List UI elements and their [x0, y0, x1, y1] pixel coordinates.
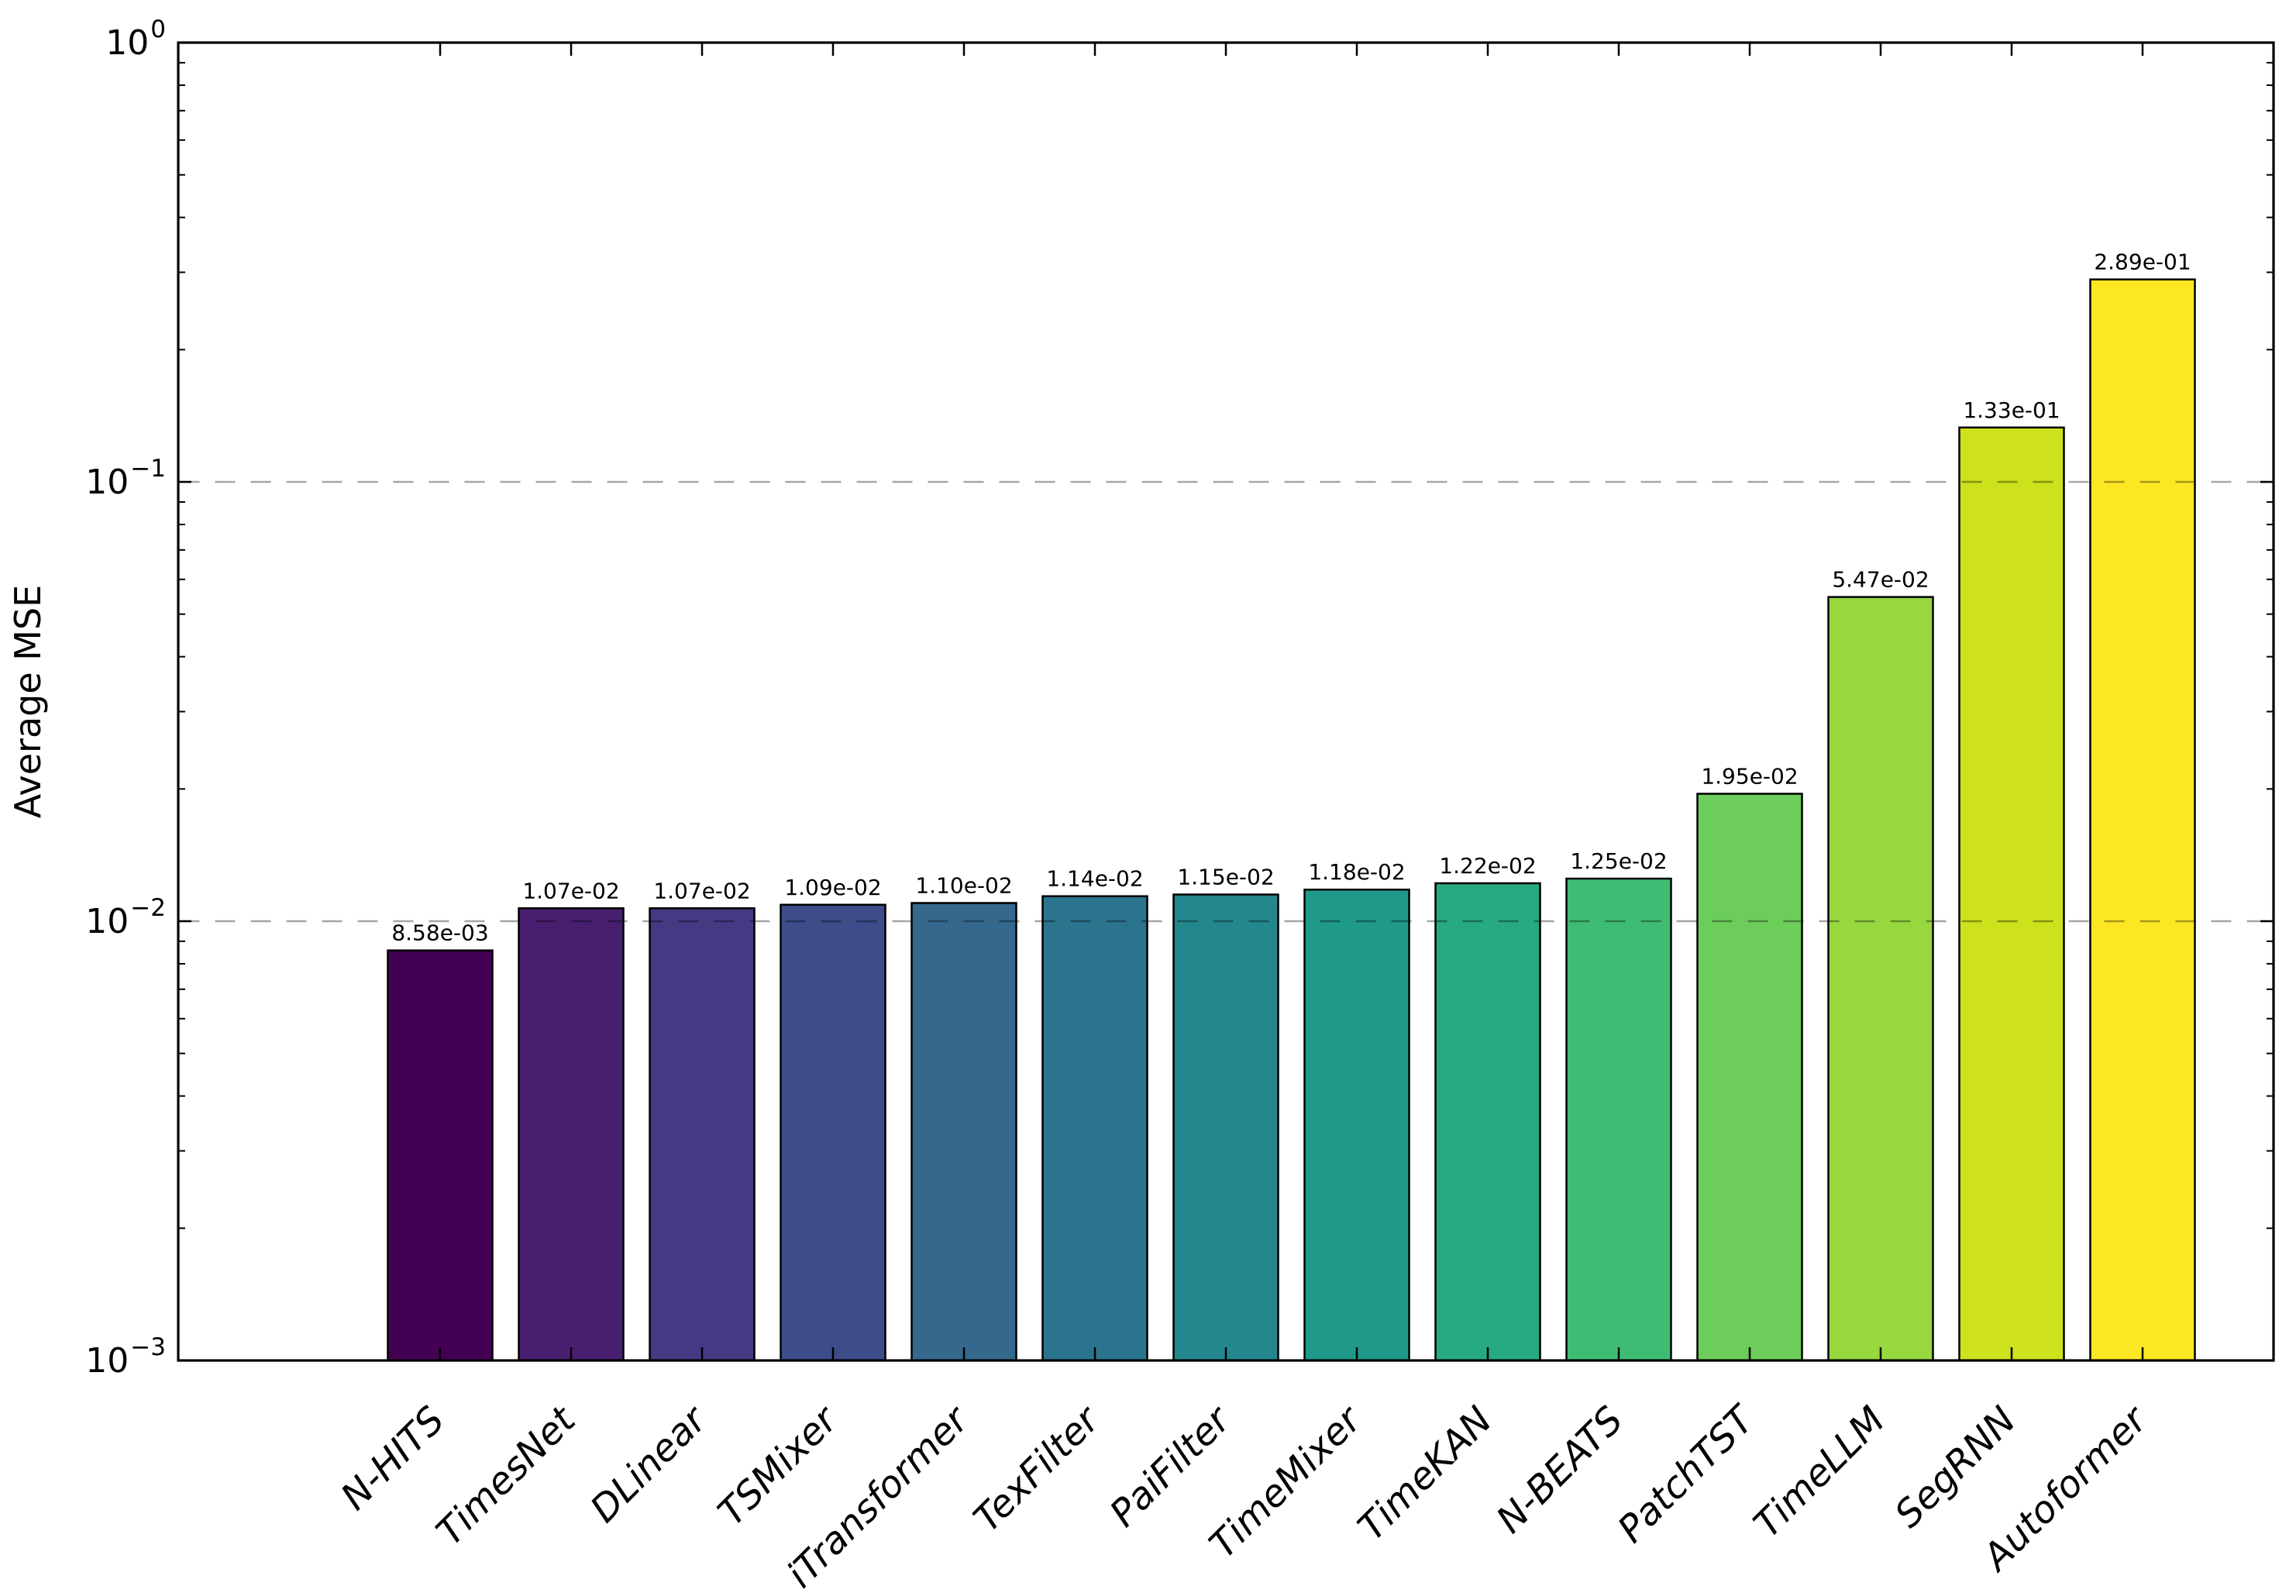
x-tick-label-PaiFilter: PaiFilter [1102, 1397, 1241, 1536]
bar-N-HITS [387, 949, 494, 1362]
bar-TimesNet [518, 907, 625, 1362]
x-tick-label-PatchTST: PatchTST [1609, 1396, 1764, 1551]
y-tick-label: 100 [105, 15, 166, 63]
bar-value-label: 1.22e-02 [1439, 853, 1536, 879]
bar-value-label: 1.07e-02 [522, 878, 619, 903]
bar-value-label: 1.09e-02 [784, 875, 881, 900]
x-tick-label-TimesNet: TimesNet [429, 1397, 586, 1554]
bar-value-label: 1.15e-02 [1177, 865, 1274, 890]
bar-value-label: 1.18e-02 [1308, 859, 1405, 885]
plot-border [177, 41, 2275, 1362]
bar-TexFilter [1041, 895, 1148, 1362]
bar-SegRNN [1958, 426, 2065, 1362]
bar-value-label: 1.95e-02 [1701, 764, 1798, 789]
bar-TimeKAN [1434, 882, 1541, 1362]
bar-PatchTST [1696, 793, 1803, 1362]
bar-TimeMixer [1303, 888, 1410, 1362]
x-tick-label-TimeKAN: TimeKAN [1350, 1398, 1501, 1550]
y-tick-label: 10−1 [85, 455, 166, 502]
bar-TimeLLM [1827, 596, 1934, 1362]
bar-Autoformer [2089, 278, 2196, 1362]
bar-value-label: 2.89e-01 [2094, 249, 2191, 275]
x-tick-label-TimeLLM: TimeLLM [1746, 1398, 1894, 1546]
bar-TSMixer [780, 903, 886, 1362]
bar-N-BEATS [1565, 877, 1672, 1362]
bar-value-label: 1.10e-02 [915, 873, 1012, 899]
bar-value-label: 5.47e-02 [1832, 567, 1929, 593]
y-tick-label: 10−3 [85, 1333, 166, 1381]
y-axis-label: Average MSE [7, 585, 49, 818]
bar-iTransformer [910, 902, 1017, 1362]
bar-PaiFilter [1172, 893, 1279, 1362]
bar-value-label: 1.33e-01 [1963, 397, 2060, 423]
bar-value-label: 1.14e-02 [1046, 866, 1143, 892]
bar-value-label: 1.25e-02 [1570, 848, 1667, 874]
x-tick-label-N-HITS: N-HITS [332, 1398, 453, 1519]
bar-value-label: 1.07e-02 [653, 878, 750, 903]
y-tick-label: 10−2 [85, 894, 166, 941]
x-tick-label-SegRNN: SegRNN [1887, 1398, 2025, 1536]
bar-DLinear [649, 907, 756, 1362]
x-tick-label-DLinear: DLinear [582, 1397, 717, 1532]
bar-value-label: 8.58e-03 [391, 920, 488, 946]
x-tick-label-TSMixer: TSMixer [710, 1397, 848, 1535]
x-tick-label-TexFilter: TexFilter [966, 1397, 1110, 1541]
